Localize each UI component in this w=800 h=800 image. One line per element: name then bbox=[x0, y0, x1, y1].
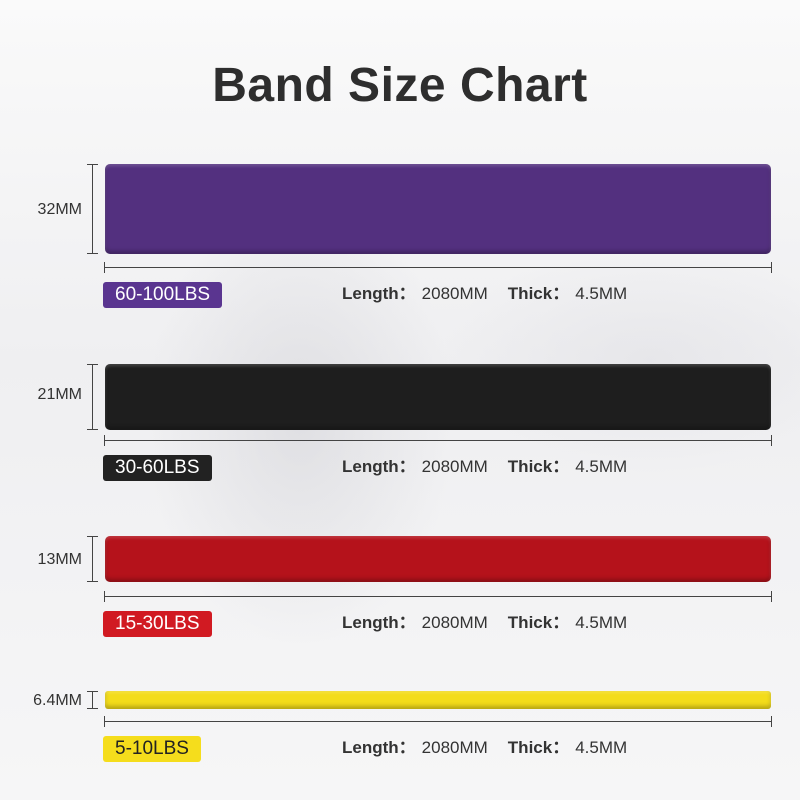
thick-label: Thick： bbox=[507, 613, 570, 632]
band-specs: Length： 2080MM Thick： 4.5MM bbox=[342, 452, 627, 477]
width-dimension-marker bbox=[87, 691, 99, 709]
page-title: Band Size Chart bbox=[212, 59, 588, 112]
resistance-band bbox=[105, 691, 771, 709]
band-specs: Length： 2080MM Thick： 4.5MM bbox=[342, 608, 627, 633]
resistance-badge: 5-10LBS bbox=[103, 736, 201, 762]
width-dimension-marker bbox=[87, 364, 99, 430]
width-dimension-marker bbox=[87, 536, 99, 582]
length-value: 2080MM bbox=[421, 738, 488, 757]
band-width-label: 32MM bbox=[37, 201, 82, 218]
band-specs: Length： 2080MM Thick： 4.5MM bbox=[342, 279, 627, 304]
thick-label: Thick： bbox=[507, 284, 570, 303]
length-label: Length： bbox=[342, 284, 416, 303]
band-width-label: 13MM bbox=[37, 551, 82, 568]
length-value: 2080MM bbox=[421, 284, 488, 303]
thick-value: 4.5MM bbox=[575, 613, 628, 632]
length-label: Length： bbox=[342, 613, 416, 632]
thick-value: 4.5MM bbox=[575, 738, 628, 757]
thick-value: 4.5MM bbox=[575, 284, 628, 303]
length-value: 2080MM bbox=[421, 613, 488, 632]
resistance-badge: 60-100LBS bbox=[103, 282, 223, 308]
band-width-label: 6.4MM bbox=[33, 692, 82, 709]
resistance-band bbox=[105, 364, 771, 430]
resistance-badge: 15-30LBS bbox=[103, 611, 212, 637]
resistance-band bbox=[105, 164, 771, 254]
length-dimension-marker bbox=[104, 435, 772, 447]
resistance-band bbox=[105, 536, 771, 582]
width-dimension-marker bbox=[87, 164, 99, 254]
length-label: Length： bbox=[342, 457, 416, 476]
resistance-badge: 30-60LBS bbox=[103, 455, 212, 481]
length-dimension-marker bbox=[104, 591, 772, 603]
band-width-label: 21MM bbox=[37, 386, 82, 403]
length-dimension-marker bbox=[104, 262, 772, 274]
thick-label: Thick： bbox=[507, 738, 570, 757]
length-value: 2080MM bbox=[421, 457, 488, 476]
length-dimension-marker bbox=[104, 716, 772, 728]
thick-value: 4.5MM bbox=[575, 457, 628, 476]
band-specs: Length： 2080MM Thick： 4.5MM bbox=[342, 733, 627, 758]
length-label: Length： bbox=[342, 738, 416, 757]
thick-label: Thick： bbox=[507, 457, 570, 476]
